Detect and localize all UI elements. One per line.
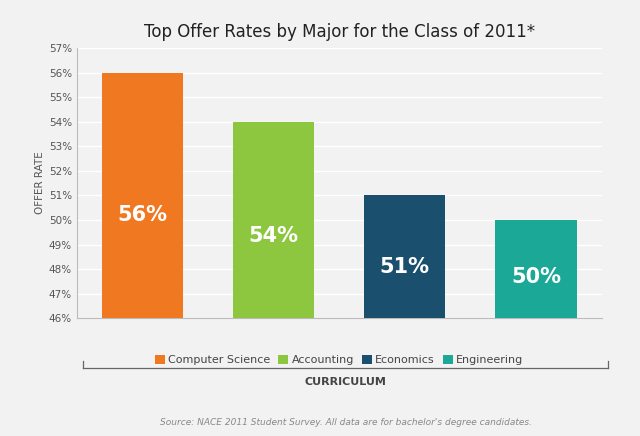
Title: Top Offer Rates by Major for the Class of 2011*: Top Offer Rates by Major for the Class o… bbox=[143, 23, 535, 41]
Legend: Computer Science, Accounting, Economics, Engineering: Computer Science, Accounting, Economics,… bbox=[150, 351, 528, 370]
Text: 56%: 56% bbox=[117, 205, 168, 225]
Y-axis label: OFFER RATE: OFFER RATE bbox=[35, 152, 45, 215]
Text: CURRICULUM: CURRICULUM bbox=[305, 377, 387, 387]
Text: Source: NACE 2011 Student Survey. All data are for bachelor's degree candidates.: Source: NACE 2011 Student Survey. All da… bbox=[159, 418, 532, 427]
Bar bbox=[233, 122, 314, 318]
Text: 51%: 51% bbox=[380, 257, 430, 277]
Bar bbox=[364, 195, 445, 318]
Bar bbox=[102, 72, 183, 318]
Bar bbox=[495, 220, 577, 318]
Text: 54%: 54% bbox=[248, 226, 299, 246]
Text: 50%: 50% bbox=[511, 267, 561, 287]
